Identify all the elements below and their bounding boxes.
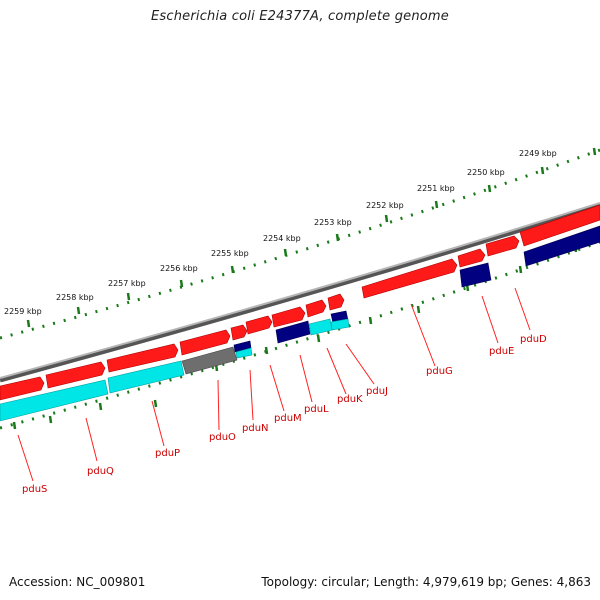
gene-arrow	[271, 306, 306, 328]
gene-leader-lines	[17, 287, 531, 482]
gene-labels: pduD pduE pduG pduJ pduK pduL pduM pduN …	[22, 334, 547, 495]
outer-major-ticks	[26, 147, 597, 328]
gene-label-pduO: pduO	[209, 432, 236, 443]
gene-arrow	[305, 299, 327, 318]
kbp-label: 2249 kbp	[519, 149, 557, 158]
gene-label-pduS: pduS	[22, 484, 47, 495]
gene-arrow	[519, 204, 600, 247]
kbp-label: 2259 kbp	[4, 307, 42, 316]
outer-tick-arc	[0, 148, 600, 340]
feature-block	[308, 318, 333, 336]
gene-arrow	[457, 248, 486, 268]
kbp-label: 2256 kbp	[160, 264, 198, 273]
gene-label-pduE: pduE	[489, 346, 514, 357]
kbp-label: 2255 kbp	[211, 249, 249, 258]
gene-arrow	[106, 343, 179, 373]
kbp-label: 2252 kbp	[366, 201, 404, 210]
gene-label-pduD: pduD	[520, 334, 547, 345]
genome-backbone-highlight	[0, 202, 600, 379]
gene-block	[275, 320, 311, 344]
gene-block	[523, 225, 600, 267]
kbp-labels: 2249 kbp 2250 kbp 2251 kbp 2252 kbp 2253…	[4, 149, 557, 316]
kbp-label: 2254 kbp	[263, 234, 301, 243]
kbp-label: 2258 kbp	[56, 293, 94, 302]
gene-label-pduL: pduL	[304, 404, 329, 415]
kbp-label: 2251 kbp	[417, 184, 455, 193]
gene-arrow	[0, 376, 45, 401]
gene-label-pduQ: pduQ	[87, 466, 114, 477]
feature-block	[235, 347, 253, 359]
gene-label-pduJ: pduJ	[366, 386, 388, 397]
gene-label-pduN: pduN	[242, 423, 269, 434]
feature-block	[107, 360, 185, 394]
gene-arrow	[230, 324, 248, 341]
gene-label-pduM: pduM	[274, 413, 302, 424]
accession-label: Accession: NC_009801	[9, 575, 146, 589]
kbp-label: 2250 kbp	[467, 168, 505, 177]
kbp-label: 2253 kbp	[314, 218, 352, 227]
gene-label-pduK: pduK	[337, 394, 363, 405]
gene-label-pduG: pduG	[426, 366, 453, 377]
other-features	[0, 318, 350, 422]
pseudo-feature	[181, 346, 238, 375]
gene-arrow	[327, 293, 345, 311]
feature-block	[0, 379, 109, 422]
kbp-label: 2257 kbp	[108, 279, 146, 288]
gene-arrow	[179, 329, 231, 356]
gene-arrow	[245, 315, 273, 335]
gene-label-pduP: pduP	[155, 448, 180, 459]
gene-block	[459, 262, 492, 288]
gene-arrow	[45, 361, 106, 389]
topology-label: Topology: circular; Length: 4,979,619 bp…	[261, 575, 591, 589]
gene-arrow	[485, 235, 520, 257]
genome-backbone	[0, 202, 600, 383]
genome-title: Escherichia coli E24377A, complete genom…	[150, 9, 449, 24]
gene-arrow	[361, 258, 458, 299]
forward-strand-genes	[0, 204, 600, 401]
